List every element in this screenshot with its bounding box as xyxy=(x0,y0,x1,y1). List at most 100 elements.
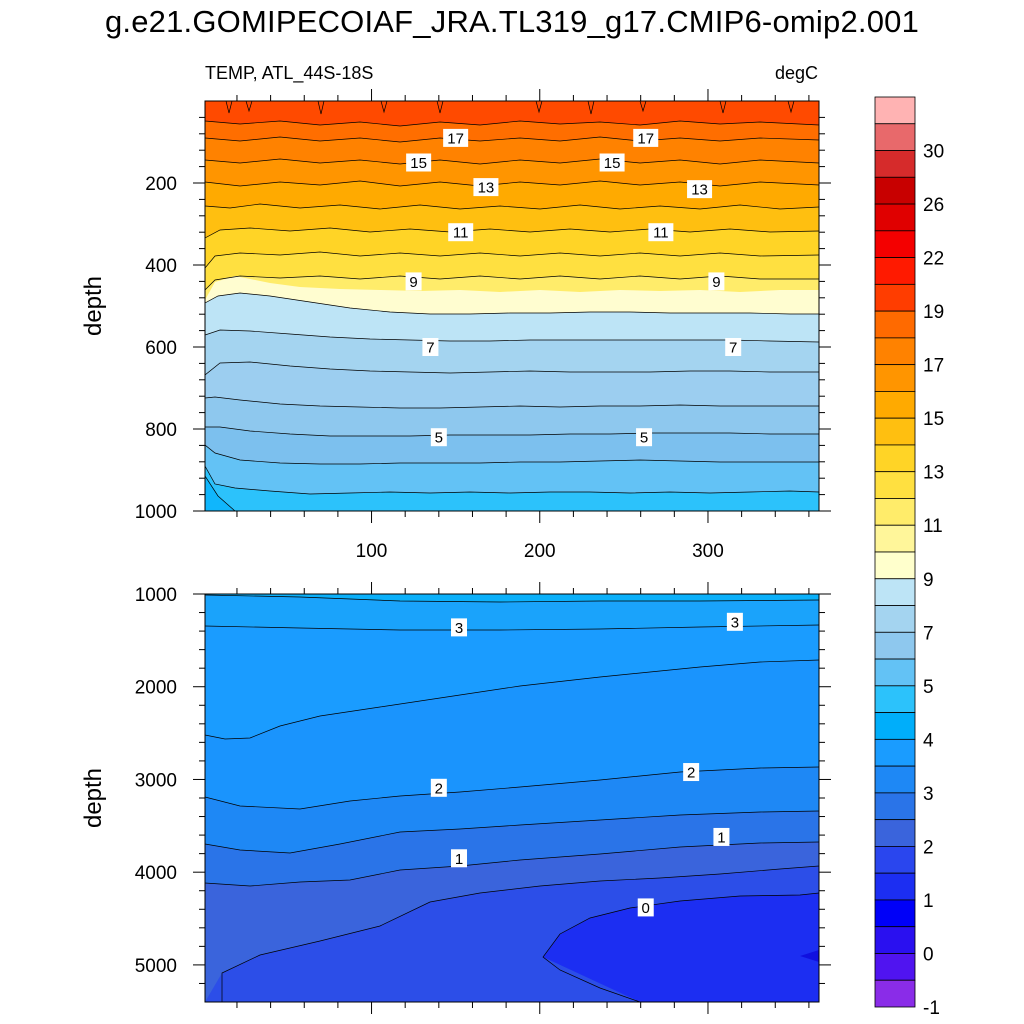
colorbar-swatch xyxy=(874,872,916,901)
colorbar-swatch xyxy=(874,819,916,847)
y-tick-label: 4000 xyxy=(135,863,177,884)
y-tick-label: 400 xyxy=(145,256,177,277)
contour-label: 1 xyxy=(451,849,468,868)
contour-label-box xyxy=(451,849,468,868)
contour-label: 11 xyxy=(648,223,674,242)
contour-label-text: 1 xyxy=(455,851,463,868)
colorbar-swatch xyxy=(874,471,916,499)
contour-label-text: 2 xyxy=(435,780,443,797)
colorbar-swatch xyxy=(874,391,916,419)
colorbar-label: 11 xyxy=(923,516,943,537)
contour-label-box xyxy=(473,178,499,197)
y-tick-label: 2000 xyxy=(135,678,177,699)
y-tick-label: 3000 xyxy=(135,770,177,791)
colorbar-swatch xyxy=(874,578,916,606)
colorbar-label: 13 xyxy=(923,463,944,484)
contour-label-text: 7 xyxy=(729,340,737,357)
contour-label: 5 xyxy=(430,428,447,447)
contour-label-text: 13 xyxy=(691,182,708,199)
colorbar-swatch xyxy=(874,712,916,740)
contour-label-text: 15 xyxy=(410,155,427,172)
contour-label-text: 7 xyxy=(426,340,434,357)
colorbar-label: 15 xyxy=(923,409,944,430)
contour-label-text: 3 xyxy=(731,614,739,631)
colorbar-swatch xyxy=(874,444,916,473)
colorbar-label: -1 xyxy=(923,998,940,1019)
contour-label: 7 xyxy=(725,338,742,357)
colorbar-swatch xyxy=(874,257,916,285)
contour-label: 7 xyxy=(422,338,439,357)
colorbar-swatch xyxy=(874,283,916,312)
contour-label-box xyxy=(443,128,469,147)
contour-label-text: 0 xyxy=(642,900,650,917)
contour-label-box xyxy=(683,763,700,782)
lower-contour-labels: 3 3 2 2 1 1 0 xyxy=(430,612,743,917)
lower-ylabel: depth xyxy=(80,768,107,828)
contour-label: 2 xyxy=(683,763,700,782)
contour-label: 15 xyxy=(599,153,625,172)
contour-label: 2 xyxy=(430,778,447,797)
colorbar-swatch xyxy=(874,150,916,178)
colorbar-swatch xyxy=(874,551,916,580)
contour-label-text: 11 xyxy=(453,225,469,242)
contour-label-box xyxy=(405,272,422,291)
colorbar-label: 26 xyxy=(923,195,944,216)
upper-depth-panel xyxy=(205,101,819,511)
contour-label: 3 xyxy=(451,618,468,637)
colorbar-swatch xyxy=(874,792,916,821)
colorbar-label: 0 xyxy=(923,944,934,965)
contour-label: 11 xyxy=(448,223,474,242)
colorbar-swatch xyxy=(874,230,916,258)
contour-label-box xyxy=(726,612,743,631)
colorbar-label: 7 xyxy=(923,623,934,644)
colorbar-swatch xyxy=(874,738,916,767)
y-tick-label: 1000 xyxy=(135,585,177,606)
colorbar-swatch xyxy=(874,658,916,687)
contour-label-box xyxy=(599,153,625,172)
contour-label: 1 xyxy=(713,827,730,846)
contour-label: 3 xyxy=(726,612,743,631)
colorbar-swatch xyxy=(874,203,916,232)
contour-label-box xyxy=(406,153,432,172)
contour-label-box xyxy=(422,338,439,356)
units-label: degC xyxy=(774,63,818,83)
contour-label: 13 xyxy=(473,178,499,197)
colorbar-swatch xyxy=(874,631,916,660)
colorbar-swatch xyxy=(874,846,916,874)
colorbar-label: 19 xyxy=(923,302,944,323)
contour-label-text: 2 xyxy=(687,765,695,782)
contour-label-text: 13 xyxy=(478,180,495,197)
colorbar-swatch xyxy=(874,337,916,366)
colorbar-label: 22 xyxy=(923,249,944,270)
contour-label: 9 xyxy=(708,272,725,291)
colorbar-swatch xyxy=(874,123,916,151)
x-tick-label: 200 xyxy=(524,541,556,562)
colorbar-swatch xyxy=(874,926,916,954)
contour-label: 17 xyxy=(633,128,659,147)
colorbar-swatch xyxy=(874,765,916,794)
contour-label: 9 xyxy=(405,272,422,291)
colorbar-swatch xyxy=(874,605,916,633)
contour-label-box xyxy=(687,180,713,199)
contour-label-box xyxy=(725,338,742,356)
colorbar-swatch xyxy=(874,953,916,981)
lower-depth-panel xyxy=(205,594,819,1002)
colorbar-swatch xyxy=(874,176,916,205)
x-tick-label: 300 xyxy=(692,541,724,562)
y-tick-label: 200 xyxy=(145,174,177,195)
contour-label: 0 xyxy=(637,898,654,917)
lower-axis-ticks: 1000 2000 3000 4000 5000 xyxy=(135,582,831,1014)
colorbar-label: 5 xyxy=(923,677,934,698)
upper-ylabel: depth xyxy=(80,276,107,336)
contour-label-box xyxy=(430,778,447,797)
contour-label-text: 1 xyxy=(717,829,725,846)
colorbar-label: 1 xyxy=(923,891,934,912)
contour-label: 15 xyxy=(406,153,432,172)
colorbar-label: 4 xyxy=(923,730,934,751)
colorbar-swatch xyxy=(874,685,916,713)
colorbar-swatch xyxy=(874,899,916,928)
colorbar-label: 3 xyxy=(923,784,934,805)
colorbar-swatch xyxy=(874,364,916,392)
